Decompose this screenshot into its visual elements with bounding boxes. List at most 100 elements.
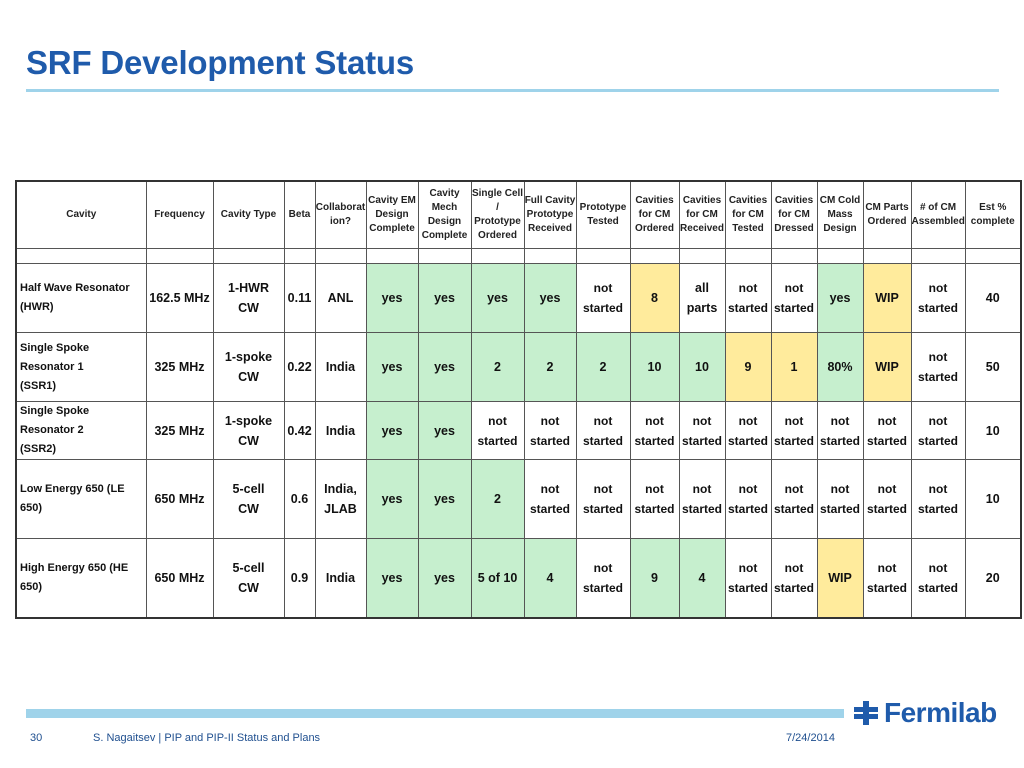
cell-text: WIP <box>875 291 899 305</box>
table-cell: all parts <box>678 263 726 333</box>
table-cell: WIP <box>862 332 912 402</box>
cell-text: Cavities <box>728 195 768 206</box>
table-cell: 5-cell CW <box>212 459 285 539</box>
cell-text: 162.5 MHz <box>149 291 210 305</box>
cell-text: started <box>866 502 907 516</box>
column-header: Cavities for CM Dressed <box>770 180 818 249</box>
cell-text: Cavity <box>429 188 460 199</box>
table-cell: 0.42 <box>283 401 316 460</box>
spacer-row <box>15 248 1022 264</box>
cell-text: started <box>582 433 623 448</box>
cell-text: 650 MHz <box>154 571 205 585</box>
spacer-cell <box>283 248 316 264</box>
cell-text: 4 <box>698 571 706 585</box>
cell-text: yes <box>434 360 455 374</box>
table-cell: yes <box>417 401 472 460</box>
cell-text: Received <box>680 223 724 234</box>
column-header: Cavity Type <box>212 180 285 249</box>
table-cell: 2 <box>575 332 631 402</box>
cell-text: 10 <box>695 360 709 374</box>
cell-text: for CM <box>732 209 764 220</box>
table-cell: 650 MHz <box>145 459 214 539</box>
column-header: Est % complete <box>964 180 1022 249</box>
spacer-cell <box>145 248 214 264</box>
table-cell: 10 <box>629 332 680 402</box>
table-cell: not started <box>862 459 912 539</box>
table-cell: India <box>314 538 367 619</box>
cell-text: India <box>325 360 356 374</box>
table-cell: yes <box>816 263 864 333</box>
cell-text: 5-cell <box>232 482 265 496</box>
cell-text: Design <box>823 223 857 234</box>
cell-text: not <box>738 413 758 428</box>
cell-text: not <box>928 561 948 575</box>
cell-text: 40 <box>985 291 1000 305</box>
cell-text: not <box>593 482 613 496</box>
cell-text: 80% <box>827 360 853 374</box>
table-cell: 40 <box>964 263 1022 333</box>
fermilab-logo-text: Fermilab <box>884 697 997 728</box>
cell-text: India, <box>324 482 357 496</box>
cell-text: ANL <box>327 291 354 305</box>
cell-text: Full Cavity <box>524 195 576 206</box>
cell-text: Tested <box>732 223 764 234</box>
table-cell: 20 <box>964 538 1022 619</box>
cell-text: Single Spoke Resonator 1 <box>20 341 90 373</box>
cell-text: started <box>582 502 623 516</box>
table-cell: not started <box>910 401 966 460</box>
table-cell: not started <box>523 459 577 539</box>
cell-text: 2 <box>494 360 501 374</box>
spacer-cell <box>575 248 631 264</box>
spacer-cell <box>212 248 285 264</box>
cell-text: started <box>727 581 768 595</box>
cell-text: CW <box>238 581 259 595</box>
table-cell: WIP <box>862 263 912 333</box>
cell-text: 2 <box>546 360 554 374</box>
cell-text: not <box>928 350 948 364</box>
cell-text: Est % <box>979 202 1007 213</box>
cell-text: started <box>681 502 722 516</box>
cell-text: 1-spoke <box>224 350 273 364</box>
cell-text: not <box>738 281 758 295</box>
spacer-cell <box>724 248 772 264</box>
cell-text: CW <box>238 502 259 516</box>
table-cell: yes <box>417 332 472 402</box>
table-cell: not started <box>629 459 680 539</box>
cell-text: not <box>540 482 560 496</box>
cell-text: yes <box>381 360 403 374</box>
table-cell: yes <box>417 263 472 333</box>
cell-text: Cavities <box>682 195 722 206</box>
cavity-name-cell: Low Energy 650 (LE 650) <box>15 459 147 539</box>
cell-text: started <box>917 370 958 384</box>
cell-text: not <box>784 561 804 575</box>
table-cell: not started <box>770 401 818 460</box>
cell-text: Design <box>375 209 409 220</box>
cell-text: 0.22 <box>287 360 312 374</box>
table-cell: 2 <box>470 459 525 539</box>
table-cell: 2 <box>523 332 577 402</box>
cell-text: yes <box>539 291 561 305</box>
column-header: Cavities for CM Tested <box>724 180 772 249</box>
cell-text: not <box>877 561 897 575</box>
table-cell: 325 MHz <box>145 332 214 402</box>
table-cell: not started <box>724 459 772 539</box>
cell-text: not <box>540 413 560 428</box>
cell-text: Ordered <box>478 230 517 241</box>
cell-text: not <box>593 281 613 295</box>
spacer-cell <box>816 248 864 264</box>
slide-title: SRF Development Status <box>26 44 415 81</box>
cell-text: 10 <box>647 360 662 374</box>
table-cell: 5 of 10 <box>470 538 525 619</box>
table-cell: not started <box>910 332 966 402</box>
cell-text: started <box>819 433 860 448</box>
cell-text: started <box>917 581 958 595</box>
column-header: Prototype Tested <box>575 180 631 249</box>
table-cell: 0.9 <box>283 538 316 619</box>
spacer-cell <box>314 248 367 264</box>
table-cell: yes <box>365 459 419 539</box>
table-cell: India <box>314 401 367 460</box>
table-row: Single Spoke Resonator 2 (SSR2) 325 MHz 1-s… <box>15 401 1022 460</box>
cell-text: 20 <box>985 571 1000 585</box>
spacer-cell <box>964 248 1022 264</box>
column-header: Cavity EM Design Complete <box>365 180 419 249</box>
